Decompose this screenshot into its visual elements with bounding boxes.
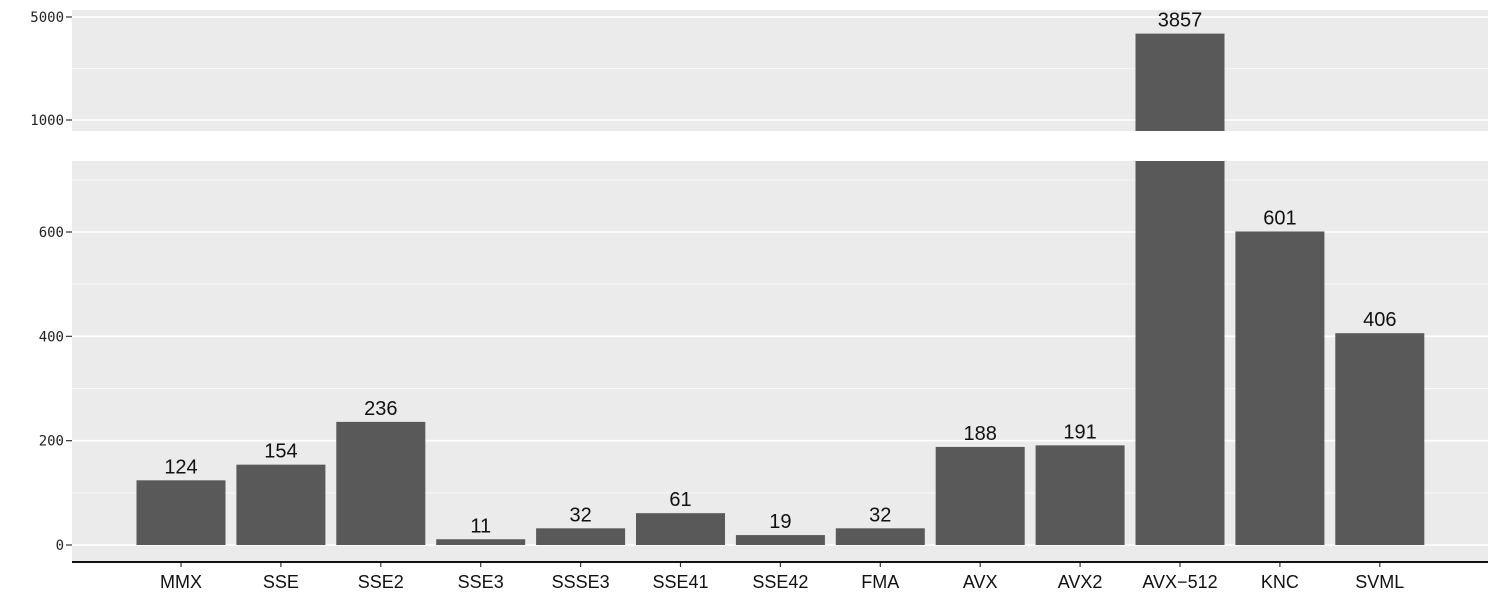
y-tick-label: 0 xyxy=(56,538,64,554)
bar-ssse3 xyxy=(536,528,626,545)
bar-sse41 xyxy=(636,513,725,545)
axes: 0 200 400 600 1000 5000 MMX SSE SSE2 SSE3 SSSE3 SSE… xyxy=(30,10,1488,592)
x-tick-label: SSE3 xyxy=(458,572,504,592)
bar-sse42 xyxy=(735,535,825,545)
x-tick-label: AVX xyxy=(963,572,998,592)
x-tick-label: MMX xyxy=(160,572,202,592)
bar-sse xyxy=(236,464,326,545)
x-tick-label: KNC xyxy=(1261,572,1299,592)
x-tick-label: SVML xyxy=(1355,572,1404,592)
upper-panel xyxy=(72,10,1488,131)
bar-data-labels: 124 154 236 11 32 61 19 32 188 191 3857 601 406 xyxy=(164,10,1396,538)
x-tick-label: FMA xyxy=(861,572,899,592)
bar-data-label: 191 xyxy=(1063,421,1096,443)
bar-avx-512 xyxy=(1135,161,1225,545)
y-tick-label: 1000 xyxy=(30,113,64,129)
bar-fma xyxy=(835,528,925,545)
bar-sse3 xyxy=(436,539,526,545)
bar-data-label: 406 xyxy=(1363,309,1396,331)
bar-avx-512-upper xyxy=(1135,33,1225,131)
bar-data-label: 154 xyxy=(264,441,297,463)
bar-data-label: 19 xyxy=(769,511,791,533)
x-tick-label: SSSE3 xyxy=(552,572,610,592)
bar-avx2 xyxy=(1035,445,1125,545)
y-tick-label: 200 xyxy=(39,434,64,450)
bar-avx xyxy=(935,446,1025,545)
bar-data-label: 188 xyxy=(964,423,997,445)
bar-sse2 xyxy=(336,421,426,545)
bar-data-label: 32 xyxy=(869,504,891,526)
x-tick-label: SSE xyxy=(263,572,299,592)
bar-knc xyxy=(1235,231,1325,545)
bar-data-label: 236 xyxy=(364,398,397,420)
x-tick-label: SSE2 xyxy=(358,572,404,592)
bar-data-label: 124 xyxy=(164,456,197,478)
bar-data-label: 61 xyxy=(669,489,691,511)
y-tick-label: 600 xyxy=(39,225,64,241)
bar-data-label: 11 xyxy=(470,515,491,537)
y-tick-label: 5000 xyxy=(30,10,64,26)
x-tick-label: SSE41 xyxy=(652,572,708,592)
bars xyxy=(136,33,1425,545)
x-tick-label: SSE42 xyxy=(752,572,808,592)
bar-data-label: 601 xyxy=(1263,207,1296,229)
x-tick-label: AVX2 xyxy=(1058,572,1103,592)
y-tick-label: 400 xyxy=(39,329,64,345)
bar-svml xyxy=(1335,333,1425,545)
bar-data-label: 32 xyxy=(569,504,591,526)
bar-data-label: 3857 xyxy=(1158,10,1203,32)
bar-mmx xyxy=(136,480,226,545)
x-tick-label: AVX−512 xyxy=(1142,572,1217,592)
